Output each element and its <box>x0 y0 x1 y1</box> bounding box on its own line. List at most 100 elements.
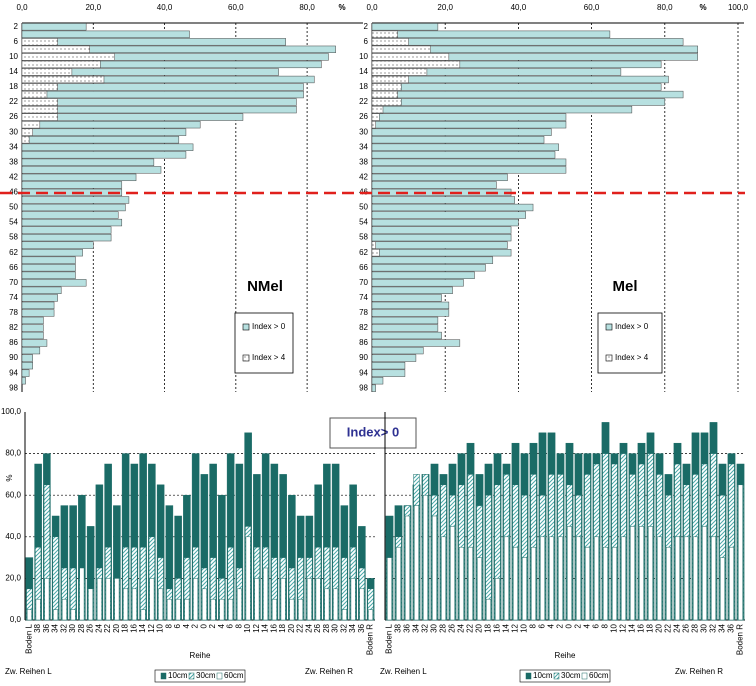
y-tick-label: 2 <box>364 22 369 31</box>
chart: 0,020,040,060,080,0%26101418222630343842… <box>0 0 756 686</box>
bar <box>22 355 33 362</box>
chart-title: NMel <box>247 278 283 295</box>
bar <box>22 151 186 158</box>
bar <box>372 310 449 317</box>
bar <box>71 610 75 620</box>
bar <box>372 76 409 83</box>
y-tick-label: 80,0 <box>5 449 21 458</box>
x-tick-label: 26 <box>682 623 691 632</box>
bar <box>298 599 302 620</box>
note: Zw. Reihen R <box>675 667 723 676</box>
y-tick-label: 6 <box>364 37 369 46</box>
bar <box>62 599 66 620</box>
x-tick-label: 18 <box>484 623 493 632</box>
x-tick-label: 40,0 <box>511 3 527 12</box>
x-tick-label: 16 <box>129 623 138 632</box>
x-tick-label: 4 <box>583 623 592 628</box>
bar <box>132 589 136 620</box>
x-tick-label: 24 <box>94 623 103 632</box>
bar <box>648 526 653 620</box>
bar <box>22 310 54 317</box>
bar <box>372 362 405 369</box>
bar <box>372 38 409 45</box>
y-tick-label: 78 <box>359 308 368 317</box>
bar <box>531 547 536 620</box>
bar <box>372 69 427 76</box>
chart-title: Index> 0 <box>347 424 399 439</box>
legend-swatch <box>582 673 587 679</box>
y-tick-label: 30 <box>9 127 18 136</box>
x-tick-label: 20 <box>112 623 121 632</box>
y-tick-label: 38 <box>359 157 368 166</box>
y-tick-label: 14 <box>9 67 18 76</box>
bar <box>22 294 58 301</box>
y-tick-label: 82 <box>9 323 18 332</box>
bar <box>22 69 72 76</box>
x-tick-label: 14 <box>138 623 147 632</box>
x-tick-label: 4 <box>217 623 226 628</box>
x-tick-label: 20 <box>475 623 484 632</box>
x-tick-label: 40,0 <box>157 3 173 12</box>
bar <box>594 537 599 620</box>
bar <box>693 537 698 620</box>
x-tick-label: 4 <box>547 623 556 628</box>
x-tick-label: 32 <box>421 623 430 632</box>
legend-label: 30cm <box>561 671 581 680</box>
bar <box>372 84 661 91</box>
y-tick-label: 62 <box>359 248 368 257</box>
bar <box>372 347 423 354</box>
y-tick-label: 18 <box>359 82 368 91</box>
bar <box>22 23 86 30</box>
bar <box>22 76 104 83</box>
legend-swatch <box>526 673 531 679</box>
bar <box>372 302 449 309</box>
x-tick-label: Boden R <box>736 624 745 655</box>
x-tick-label: 12 <box>252 623 261 632</box>
bar <box>80 568 84 620</box>
bar <box>185 599 189 620</box>
bar <box>657 537 662 620</box>
y-tick-label: 58 <box>9 233 18 242</box>
bar <box>372 38 683 45</box>
x-tick-label: 34 <box>348 623 357 632</box>
legend-label: 30cm <box>196 671 216 680</box>
bar <box>22 129 186 136</box>
bar <box>639 526 644 620</box>
x-tick-label: 24 <box>304 623 313 632</box>
x-tick-label: 6 <box>592 623 601 628</box>
bar <box>193 578 197 620</box>
y-tick-label: 26 <box>9 112 18 121</box>
bar <box>372 91 683 98</box>
legend-swatch <box>217 673 222 679</box>
bar <box>106 578 110 620</box>
bar <box>176 599 180 620</box>
bar <box>360 589 364 620</box>
y-tick-label: 10 <box>9 52 18 61</box>
bar <box>372 23 438 30</box>
x-tick-label: 10 <box>610 623 619 632</box>
bar <box>684 537 689 620</box>
bar <box>22 38 58 45</box>
bar <box>423 495 428 620</box>
bar <box>414 506 419 620</box>
bar <box>372 332 442 339</box>
x-tick-label: 4 <box>182 623 191 628</box>
bar <box>141 610 145 620</box>
legend-label: 60cm <box>224 671 244 680</box>
bar <box>22 234 111 241</box>
bar <box>372 129 551 136</box>
bar <box>372 197 515 204</box>
bar <box>372 121 376 128</box>
x-tick-label: 30 <box>700 623 709 632</box>
x-tick-label: 20 <box>287 623 296 632</box>
note: Zw. Reihen R <box>305 667 353 676</box>
y-tick-label: 38 <box>9 157 18 166</box>
bar <box>702 526 707 620</box>
bar <box>612 547 617 620</box>
x-tick-label: 26 <box>313 623 322 632</box>
x-tick-label: 28 <box>691 623 700 632</box>
bar <box>22 114 58 121</box>
legend-swatch <box>161 673 166 679</box>
bar <box>729 547 734 620</box>
bar <box>468 547 473 620</box>
